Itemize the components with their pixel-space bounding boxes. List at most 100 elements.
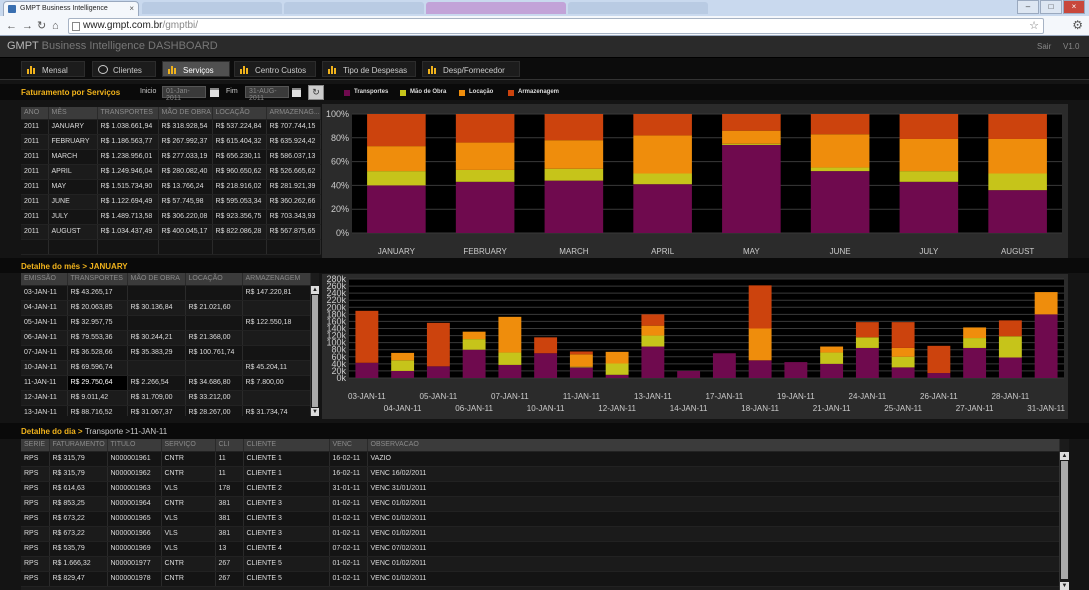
bar-segment[interactable] xyxy=(426,322,450,367)
bar-segment[interactable] xyxy=(927,373,951,378)
column-header[interactable]: CLI xyxy=(215,439,244,452)
bar-segment[interactable] xyxy=(1034,314,1058,378)
bar-segment[interactable] xyxy=(367,114,426,147)
invoice-row[interactable]: RPS R$ 614,63 N000001963 VLS 178 CLIENTE 2 31-… xyxy=(21,481,1060,497)
month-row[interactable]: 2011 MARCH R$ 1.238.956,01 R$ 277.033,19 R$ … xyxy=(21,149,321,165)
bar-segment[interactable] xyxy=(544,180,604,233)
scroll-down-icon[interactable]: ▼ xyxy=(1060,582,1069,590)
bar-segment[interactable] xyxy=(462,331,486,340)
bar-segment[interactable] xyxy=(605,363,629,375)
bar-segment[interactable] xyxy=(810,134,870,168)
bar-segment[interactable] xyxy=(641,314,665,326)
month-row[interactable]: 2011 JANUARY R$ 1.038.661,94 R$ 318.928,54 R… xyxy=(21,119,321,135)
close-tab-icon[interactable]: × xyxy=(129,4,134,13)
bar-segment[interactable] xyxy=(367,185,426,233)
bar-segment[interactable] xyxy=(633,184,692,233)
wrench-icon[interactable]: ⚙ xyxy=(1072,18,1083,32)
bar-segment[interactable] xyxy=(544,114,604,141)
bar-segment[interactable] xyxy=(899,171,959,182)
invoice-row[interactable]: RPS R$ 673,22 N000001966 VLS 381 CLIENTE 3 01-… xyxy=(21,526,1060,542)
bar-segment[interactable] xyxy=(534,337,558,354)
bar-segment[interactable] xyxy=(998,320,1022,337)
bar-segment[interactable] xyxy=(988,138,1047,174)
column-header[interactable]: LOCAÇÃO xyxy=(185,273,243,286)
home-icon[interactable]: ⌂ xyxy=(52,20,59,32)
bar-segment[interactable] xyxy=(722,130,781,144)
bar-segment[interactable] xyxy=(569,354,593,367)
bar-segment[interactable] xyxy=(810,114,870,135)
exit-link[interactable]: Sair xyxy=(1037,42,1052,51)
bar-segment[interactable] xyxy=(641,325,665,336)
bar-segment[interactable] xyxy=(855,347,879,378)
column-header[interactable]: LOCAÇÃO xyxy=(212,107,267,120)
bar-segment[interactable] xyxy=(712,353,736,378)
bar-segment[interactable] xyxy=(569,351,593,355)
column-header[interactable]: TITULO xyxy=(107,439,162,452)
month-row[interactable]: 2011 JULY R$ 1.489.713,58 R$ 306.220,08 R$ 9… xyxy=(21,209,321,225)
bar-segment[interactable] xyxy=(891,367,915,378)
column-header[interactable]: TRANSPORTES xyxy=(67,273,128,286)
bar-segment[interactable] xyxy=(498,352,522,365)
bar-segment[interactable] xyxy=(927,345,951,374)
month-row[interactable]: 2011 JUNE R$ 1.122.694,49 R$ 57.745,98 R$ 59… xyxy=(21,194,321,210)
bar-segment[interactable] xyxy=(820,352,844,364)
bar-segment[interactable] xyxy=(810,171,870,233)
bar-segment[interactable] xyxy=(722,143,781,145)
bar-segment[interactable] xyxy=(963,347,987,378)
bar-segment[interactable] xyxy=(605,374,629,378)
column-header[interactable]: EMISSÃO xyxy=(21,273,68,286)
invoice-row[interactable]: RPS R$ 673,22 N000001965 VLS 381 CLIENTE 3 01-… xyxy=(21,511,1060,527)
scroll-up-icon[interactable]: ▲ xyxy=(1060,452,1069,460)
tab-servicos[interactable]: Serviços xyxy=(162,61,230,77)
day-row[interactable]: 12-JAN-11 R$ 9.011,42 R$ 31.709,00 R$ 33.21… xyxy=(21,390,311,406)
column-header[interactable]: SERIE xyxy=(21,439,50,452)
bookmark-star-icon[interactable]: ☆ xyxy=(1029,20,1039,32)
bar-segment[interactable] xyxy=(1034,292,1058,315)
bar-segment[interactable] xyxy=(367,171,426,186)
month-row[interactable]: 2011 AUGUST R$ 1.034.437,49 R$ 400.045,17 R$… xyxy=(21,224,321,240)
bar-segment[interactable] xyxy=(534,353,558,378)
bar-segment[interactable] xyxy=(633,135,692,174)
bar-segment[interactable] xyxy=(722,114,781,131)
invoice-row[interactable]: RPS R$ 829,47 N000001978 CNTR 267 CLIENTE 5 01… xyxy=(21,571,1060,587)
bar-segment[interactable] xyxy=(605,351,629,364)
day-row[interactable]: 05-JAN-11 R$ 32.957,75 R$ 122.550,18 xyxy=(21,315,311,331)
background-tab[interactable] xyxy=(426,2,566,14)
bar-segment[interactable] xyxy=(899,138,959,172)
scroll-thumb[interactable] xyxy=(312,295,318,407)
background-tab[interactable] xyxy=(284,2,424,14)
day-row[interactable]: 06-JAN-11 R$ 79.553,36 R$ 30.244,21 R$ 21.3… xyxy=(21,330,311,346)
scroll-thumb[interactable] xyxy=(1061,461,1068,579)
bar-segment[interactable] xyxy=(633,114,692,136)
bar-segment[interactable] xyxy=(426,366,450,378)
column-header[interactable]: ARMAZENAGEM xyxy=(242,273,311,286)
column-header[interactable]: ANO xyxy=(21,107,49,120)
invoice-row[interactable]: RPS R$ 315,79 N000001962 CNTR 11 CLIENTE 1 16-… xyxy=(21,466,1060,482)
start-date-input[interactable]: 01-Jan-2011 xyxy=(162,86,206,102)
background-tab[interactable] xyxy=(142,2,282,14)
background-tab[interactable] xyxy=(568,2,708,14)
column-header[interactable]: VENC xyxy=(329,439,368,452)
calendar-icon[interactable] xyxy=(292,88,301,97)
column-header[interactable]: MÃO DE OBRA xyxy=(127,273,186,286)
bar-segment[interactable] xyxy=(820,346,844,353)
bar-segment[interactable] xyxy=(855,322,879,338)
bar-segment[interactable] xyxy=(963,327,987,339)
bar-segment[interactable] xyxy=(899,181,959,233)
end-date-input[interactable]: 31-AUG-2011 xyxy=(245,86,289,102)
bar-segment[interactable] xyxy=(748,328,772,361)
minimize-icon[interactable]: – xyxy=(1017,0,1039,14)
bar-segment[interactable] xyxy=(998,336,1022,358)
address-bar[interactable]: www.gmpt.com.br/gmptbi/ ☆ xyxy=(68,18,1044,34)
bar-segment[interactable] xyxy=(455,181,515,233)
invoice-row[interactable]: RPS R$ 853,25 N000001964 CNTR 381 CLIENTE 3 01… xyxy=(21,496,1060,512)
month-row[interactable]: 2011 MAY R$ 1.515.734,90 R$ 13.766,24 R$ 218… xyxy=(21,179,321,195)
bar-segment[interactable] xyxy=(748,360,772,378)
refresh-button[interactable]: ↻ xyxy=(308,85,324,100)
daily-table-scrollbar[interactable]: ▲ ▼ xyxy=(310,286,319,416)
bar-segment[interactable] xyxy=(748,285,772,329)
bar-segment[interactable] xyxy=(963,338,987,348)
bar-segment[interactable] xyxy=(462,339,486,350)
bar-segment[interactable] xyxy=(633,173,692,185)
bar-segment[interactable] xyxy=(988,173,1047,191)
